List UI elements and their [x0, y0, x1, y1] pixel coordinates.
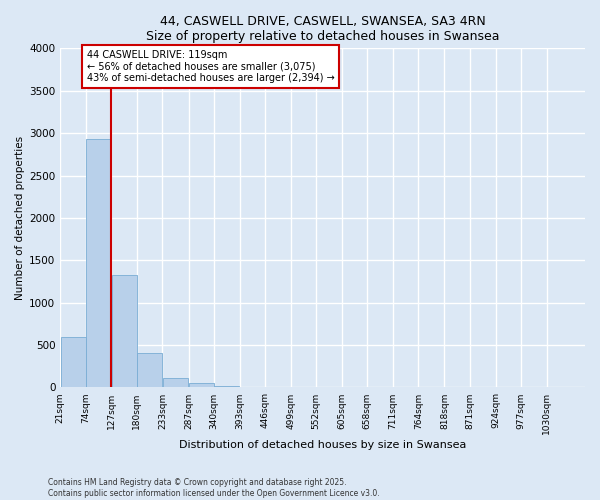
Bar [61, 338, 86, 388]
Y-axis label: Number of detached properties: Number of detached properties [15, 136, 25, 300]
X-axis label: Distribution of detached houses by size in Swansea: Distribution of detached houses by size … [179, 440, 466, 450]
Bar [112, 274, 137, 388]
Bar [214, 386, 239, 388]
Text: Contains HM Land Registry data © Crown copyright and database right 2025.
Contai: Contains HM Land Registry data © Crown c… [48, 478, 380, 498]
Bar [137, 352, 162, 388]
Bar [86, 139, 111, 388]
Bar [240, 387, 265, 388]
Text: 44 CASWELL DRIVE: 119sqm
← 56% of detached houses are smaller (3,075)
43% of sem: 44 CASWELL DRIVE: 119sqm ← 56% of detach… [87, 50, 335, 83]
Bar [163, 378, 188, 388]
Bar [189, 383, 214, 388]
Title: 44, CASWELL DRIVE, CASWELL, SWANSEA, SA3 4RN
Size of property relative to detach: 44, CASWELL DRIVE, CASWELL, SWANSEA, SA3… [146, 15, 499, 43]
